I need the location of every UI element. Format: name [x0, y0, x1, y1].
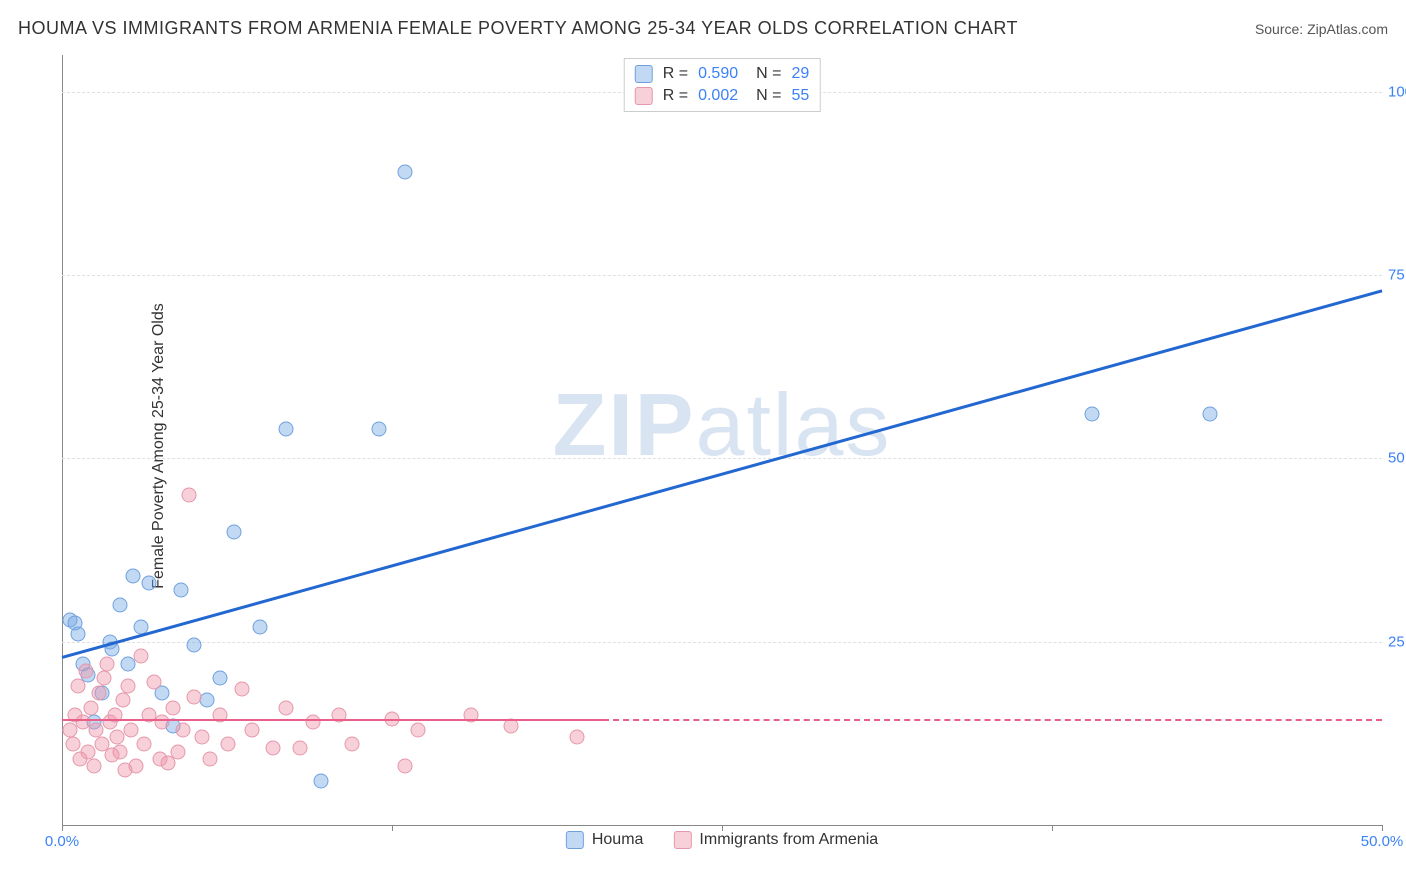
- y-tick-label: 50.0%: [1388, 450, 1406, 467]
- scatter-point: [121, 678, 136, 693]
- scatter-point: [187, 638, 202, 653]
- scatter-point: [398, 759, 413, 774]
- scatter-point: [147, 675, 162, 690]
- scatter-point: [126, 568, 141, 583]
- scatter-point: [113, 744, 128, 759]
- scatter-point: [155, 715, 170, 730]
- legend-r-label: R =: [663, 65, 688, 83]
- legend-series-label: Immigrants from Armenia: [699, 831, 878, 849]
- legend-swatch: [673, 831, 691, 849]
- gridline: [62, 458, 1382, 459]
- legend-r-label: R =: [663, 87, 688, 105]
- legend-swatch: [566, 831, 584, 849]
- legend-swatch: [635, 87, 653, 105]
- plot-region: ZIPatlas 25.0%50.0%75.0%100.0%0.0%50.0%R…: [62, 55, 1382, 825]
- scatter-point: [99, 656, 114, 671]
- scatter-point: [1203, 407, 1218, 422]
- scatter-point: [78, 664, 93, 679]
- source-attribution: Source: ZipAtlas.com: [1255, 21, 1388, 37]
- scatter-point: [173, 583, 188, 598]
- scatter-point: [86, 759, 101, 774]
- legend-n-label: N =: [756, 65, 781, 83]
- scatter-point: [84, 700, 99, 715]
- scatter-point: [279, 700, 294, 715]
- scatter-point: [70, 678, 85, 693]
- scatter-point: [221, 737, 236, 752]
- scatter-point: [194, 730, 209, 745]
- legend-n-label: N =: [756, 87, 781, 105]
- scatter-point: [305, 715, 320, 730]
- scatter-point: [292, 741, 307, 756]
- scatter-point: [181, 488, 196, 503]
- trend-line: [62, 719, 603, 722]
- scatter-point: [253, 620, 268, 635]
- scatter-point: [187, 689, 202, 704]
- x-tick-mark: [1052, 825, 1053, 831]
- scatter-point: [266, 741, 281, 756]
- legend-series-label: Houma: [592, 831, 644, 849]
- scatter-point: [371, 422, 386, 437]
- trend-line: [62, 290, 1383, 659]
- scatter-point: [569, 730, 584, 745]
- scatter-point: [165, 700, 180, 715]
- scatter-point: [200, 693, 215, 708]
- scatter-point: [279, 422, 294, 437]
- series-legend: Houma Immigrants from Armenia: [566, 831, 878, 849]
- scatter-point: [115, 693, 130, 708]
- scatter-point: [136, 737, 151, 752]
- scatter-point: [113, 598, 128, 613]
- y-axis: [62, 55, 63, 825]
- scatter-point: [123, 722, 138, 737]
- scatter-point: [313, 774, 328, 789]
- y-tick-label: 25.0%: [1388, 633, 1406, 650]
- scatter-point: [411, 722, 426, 737]
- scatter-point: [65, 737, 80, 752]
- x-tick-label: 0.0%: [45, 833, 79, 850]
- scatter-point: [345, 737, 360, 752]
- scatter-point: [171, 744, 186, 759]
- legend-n-value: 29: [791, 65, 809, 83]
- y-tick-label: 75.0%: [1388, 267, 1406, 284]
- scatter-point: [202, 752, 217, 767]
- scatter-point: [142, 576, 157, 591]
- scatter-point: [226, 524, 241, 539]
- watermark: ZIPatlas: [553, 374, 892, 476]
- legend-n-value: 55: [791, 87, 809, 105]
- scatter-point: [91, 686, 106, 701]
- legend-r-value: 0.002: [698, 87, 738, 105]
- scatter-point: [128, 759, 143, 774]
- scatter-point: [398, 165, 413, 180]
- scatter-point: [213, 671, 228, 686]
- trend-line: [603, 719, 1382, 721]
- scatter-point: [70, 627, 85, 642]
- scatter-point: [134, 649, 149, 664]
- chart-area: ZIPatlas 25.0%50.0%75.0%100.0%0.0%50.0%R…: [62, 55, 1382, 825]
- scatter-point: [97, 671, 112, 686]
- scatter-point: [1084, 407, 1099, 422]
- legend-r-value: 0.590: [698, 65, 738, 83]
- x-tick-mark: [1382, 825, 1383, 831]
- scatter-point: [234, 682, 249, 697]
- correlation-legend: R = 0.590 N = 29 R = 0.002 N = 55: [624, 58, 821, 112]
- y-tick-label: 100.0%: [1388, 83, 1406, 100]
- x-tick-label: 50.0%: [1361, 833, 1404, 850]
- gridline: [62, 642, 1382, 643]
- header: HOUMA VS IMMIGRANTS FROM ARMENIA FEMALE …: [18, 18, 1388, 39]
- legend-swatch: [635, 65, 653, 83]
- x-tick-mark: [62, 825, 63, 831]
- x-tick-mark: [392, 825, 393, 831]
- chart-title: HOUMA VS IMMIGRANTS FROM ARMENIA FEMALE …: [18, 18, 1018, 39]
- gridline: [62, 275, 1382, 276]
- scatter-point: [176, 722, 191, 737]
- scatter-point: [245, 722, 260, 737]
